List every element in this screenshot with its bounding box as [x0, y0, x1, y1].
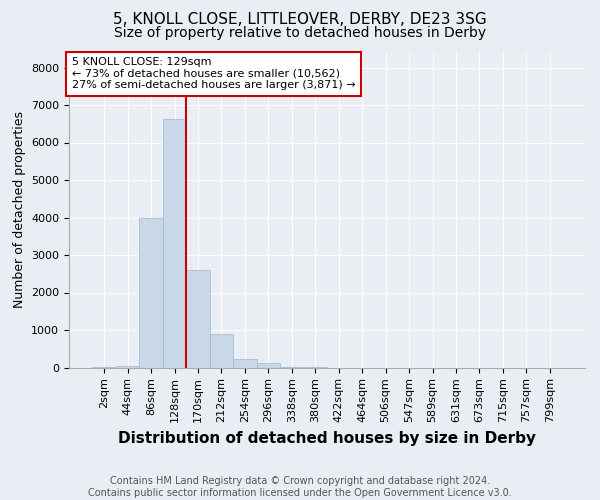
X-axis label: Distribution of detached houses by size in Derby: Distribution of detached houses by size … — [118, 430, 536, 446]
Text: 5 KNOLL CLOSE: 129sqm
← 73% of detached houses are smaller (10,562)
27% of semi-: 5 KNOLL CLOSE: 129sqm ← 73% of detached … — [71, 57, 355, 90]
Bar — [139, 218, 163, 368]
Text: Size of property relative to detached houses in Derby: Size of property relative to detached ho… — [114, 26, 486, 40]
Bar — [233, 359, 257, 368]
Text: 5, KNOLL CLOSE, LITTLEOVER, DERBY, DE23 3SG: 5, KNOLL CLOSE, LITTLEOVER, DERBY, DE23 … — [113, 12, 487, 28]
Bar — [210, 334, 233, 368]
Bar — [116, 366, 139, 368]
Y-axis label: Number of detached properties: Number of detached properties — [13, 112, 26, 308]
Bar — [280, 367, 304, 368]
Bar — [186, 270, 210, 368]
Text: Contains HM Land Registry data © Crown copyright and database right 2024.
Contai: Contains HM Land Registry data © Crown c… — [88, 476, 512, 498]
Bar — [257, 364, 280, 368]
Bar — [163, 119, 186, 368]
